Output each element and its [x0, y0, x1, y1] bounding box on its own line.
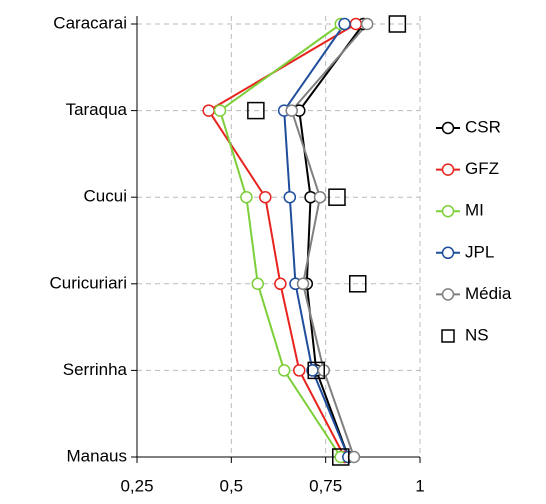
marker	[332, 448, 350, 466]
marker	[388, 15, 407, 33]
marker	[277, 364, 291, 377]
marker	[251, 277, 264, 291]
marker	[293, 364, 306, 377]
legend-marker	[441, 246, 455, 260]
y-tick-label: Curicuriari	[50, 273, 127, 292]
legend-marker	[441, 163, 455, 176]
legend-label: Média	[465, 284, 512, 303]
marker	[285, 104, 298, 117]
y-tick-label: Caracarai	[53, 13, 127, 32]
marker	[360, 17, 374, 31]
x-tick-label: 0,5	[220, 476, 244, 495]
y-tick-label: Taraqua	[66, 100, 128, 119]
marker	[338, 17, 351, 31]
legend-marker	[441, 121, 455, 135]
legend-label: JPL	[465, 242, 494, 261]
marker	[307, 361, 325, 380]
legend-label: MI	[465, 201, 484, 220]
marker	[328, 188, 346, 206]
marker	[349, 17, 363, 31]
series-line	[290, 23, 368, 458]
marker	[274, 277, 287, 291]
marker	[259, 190, 272, 204]
legend-marker	[441, 288, 455, 301]
marker	[313, 190, 327, 204]
series-line	[218, 23, 342, 458]
y-tick-label: Serrinha	[63, 360, 128, 379]
y-tick-label: Manaus	[67, 446, 127, 465]
marker	[213, 104, 227, 117]
legend-label: GFZ	[465, 159, 499, 178]
x-tick-label: 0,75	[309, 476, 342, 495]
y-tick-label: Cucui	[84, 187, 127, 206]
marker	[348, 275, 367, 293]
legend-marker	[441, 329, 455, 343]
x-tick-label: 0,25	[120, 476, 153, 495]
series-line	[207, 23, 357, 458]
legend-marker	[441, 204, 455, 218]
series-line	[298, 23, 365, 458]
marker	[202, 104, 215, 117]
marker	[247, 101, 265, 120]
series-line	[283, 23, 350, 458]
x-tick-label: 1	[415, 476, 424, 495]
marker	[240, 190, 253, 204]
legend-label: NS	[465, 325, 489, 344]
marker	[296, 277, 310, 291]
legend-label: CSR	[465, 117, 501, 136]
marker	[283, 190, 297, 204]
marker	[347, 450, 361, 464]
